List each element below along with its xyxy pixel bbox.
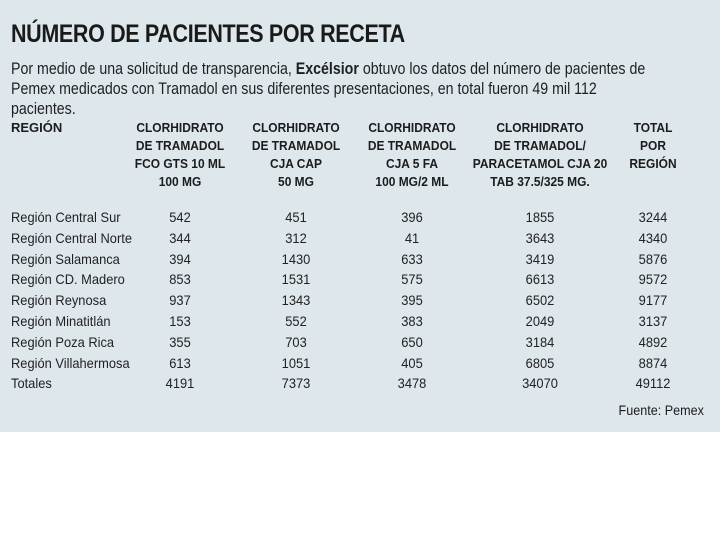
table-cell: 41: [404, 229, 420, 246]
column-header-line: TOTAL: [633, 120, 673, 135]
row-label: Región Reynosa: [11, 292, 107, 309]
source-note: Fuente: Pemex: [618, 402, 704, 418]
column-header-line: POR: [640, 138, 666, 153]
table-cell: 633: [401, 250, 423, 267]
table-cell: 650: [401, 333, 423, 350]
column-header-line: DE TRAMADOL: [367, 138, 457, 153]
column-header-line: CLORHIDRATO: [496, 120, 584, 135]
table-cell: 6805: [525, 354, 555, 371]
column-header-line: CJA 5 FA: [385, 156, 439, 171]
table-cell: 613: [169, 354, 191, 371]
subtitle-line-1-post: obtuvo los datos del número de pacientes…: [358, 60, 646, 78]
table-cell: 3184: [525, 333, 555, 350]
column-header-fco_gts: CLORHIDRATO DE TRAMADOL FCO GTS 10 ML 100 M…: [135, 119, 225, 191]
table-cell: 552: [285, 313, 307, 329]
column-header-line: 50 MG: [278, 174, 314, 189]
table-cell: 1531: [281, 271, 311, 288]
column-header-cja_fa: CLORHIDRATO DE TRAMADOL CJA 5 FA 100 MG/2 M…: [368, 119, 456, 191]
column-header-line: DE TRAMADOL: [251, 138, 341, 153]
table-cell: 9572: [638, 271, 668, 288]
table-cell: 396: [401, 209, 423, 225]
column-header-total: TOTAL POR REGIÓN: [629, 119, 676, 173]
table-cell: 937: [169, 292, 191, 309]
column-header-line: CLORHIDRATO: [136, 120, 224, 135]
table-cell: 4191: [165, 375, 195, 392]
table-cell: 1051: [281, 354, 311, 371]
row-label: Región Salamanca: [11, 250, 120, 267]
table-cell: 383: [401, 313, 423, 329]
table-cell: 3419: [525, 250, 555, 267]
column-header-line: CLORHIDRATO: [368, 120, 456, 135]
column-header-line: DE TRAMADOL/: [494, 138, 586, 153]
table-cell: 3137: [638, 313, 668, 329]
page-title: NÚMERO DE PACIENTES POR RECETA: [11, 20, 405, 48]
table-cell: 153: [169, 313, 191, 329]
row-label: Región Minatitlán: [11, 313, 111, 329]
column-header-line: DE TRAMADOL: [135, 138, 225, 153]
row-label: Región Villahermosa: [11, 354, 130, 371]
row-label: Región Central Sur: [11, 209, 121, 225]
column-header-paracetamol: CLORHIDRATO DE TRAMADOL/PARACETAMOL CJA 2…: [473, 119, 607, 191]
table-cell: 853: [169, 271, 191, 288]
subtitle-line-2: Pemex medicados con Tramadol en sus dife…: [11, 80, 597, 118]
row-label: Totales: [11, 375, 52, 392]
table-cell: 6613: [525, 271, 555, 288]
table-cell: 3478: [397, 375, 427, 392]
subtitle-brand: Excélsior: [295, 60, 359, 78]
table-cell: 344: [169, 229, 191, 246]
table-cell: 3244: [638, 209, 668, 225]
table-cell: 5876: [638, 250, 668, 267]
row-label: Región Central Norte: [11, 229, 132, 246]
table-cell: 355: [169, 333, 191, 350]
table-cell: 4340: [638, 229, 668, 246]
table-cell: 7373: [281, 375, 311, 392]
table-cell: 1343: [281, 292, 311, 309]
row-label: Región Poza Rica: [11, 333, 115, 350]
table-cell: 6502: [525, 292, 555, 309]
column-header-line: TAB 37.5/325 MG.: [490, 174, 590, 189]
page-subtitle: Por medio de una solicitud de transparen…: [11, 59, 665, 119]
table-cell: 405: [401, 354, 423, 371]
column-header-line: 100 MG/2 ML: [375, 174, 449, 189]
table-cell: 9177: [638, 292, 668, 309]
column-header-region: REGIÓN: [11, 119, 62, 137]
table-cell: 34070: [522, 375, 558, 392]
table-cell: 451: [285, 209, 307, 225]
table-cell: 1430: [281, 250, 311, 267]
column-header-cja_cap: CLORHIDRATO DE TRAMADOL CJA CAP 50 MG: [252, 119, 340, 191]
column-header-line: REGIÓN: [629, 156, 677, 171]
row-label: Región CD. Madero: [11, 271, 125, 288]
table-cell: 2049: [525, 313, 555, 329]
column-header-line: PARACETAMOL CJA 20: [472, 156, 608, 171]
table-cell: 703: [285, 333, 307, 350]
column-header-line: CJA CAP: [269, 156, 323, 171]
table-cell: 1855: [525, 209, 555, 225]
table-cell: 49112: [635, 375, 671, 392]
table-cell: 394: [169, 250, 191, 267]
table-cell: 312: [285, 229, 307, 246]
table-cell: 4892: [638, 333, 668, 350]
subtitle-line-1: Por medio de una solicitud de transparen…: [11, 59, 665, 79]
column-header-line: 100 MG: [158, 174, 202, 189]
infographic-panel: NÚMERO DE PACIENTES POR RECETA Por medio…: [0, 0, 720, 432]
table-cell: 395: [401, 292, 423, 309]
table-cell: 3643: [525, 229, 555, 246]
table-cell: 575: [401, 271, 423, 288]
subtitle-line-1-pre: Por medio de una solicitud de transparen…: [11, 60, 296, 78]
column-header-line: CLORHIDRATO: [252, 120, 340, 135]
table-cell: 8874: [638, 354, 668, 371]
table-cell: 542: [169, 209, 191, 225]
column-header-line: FCO GTS 10 ML: [134, 156, 226, 171]
column-header-line: REGIÓN: [11, 120, 63, 135]
